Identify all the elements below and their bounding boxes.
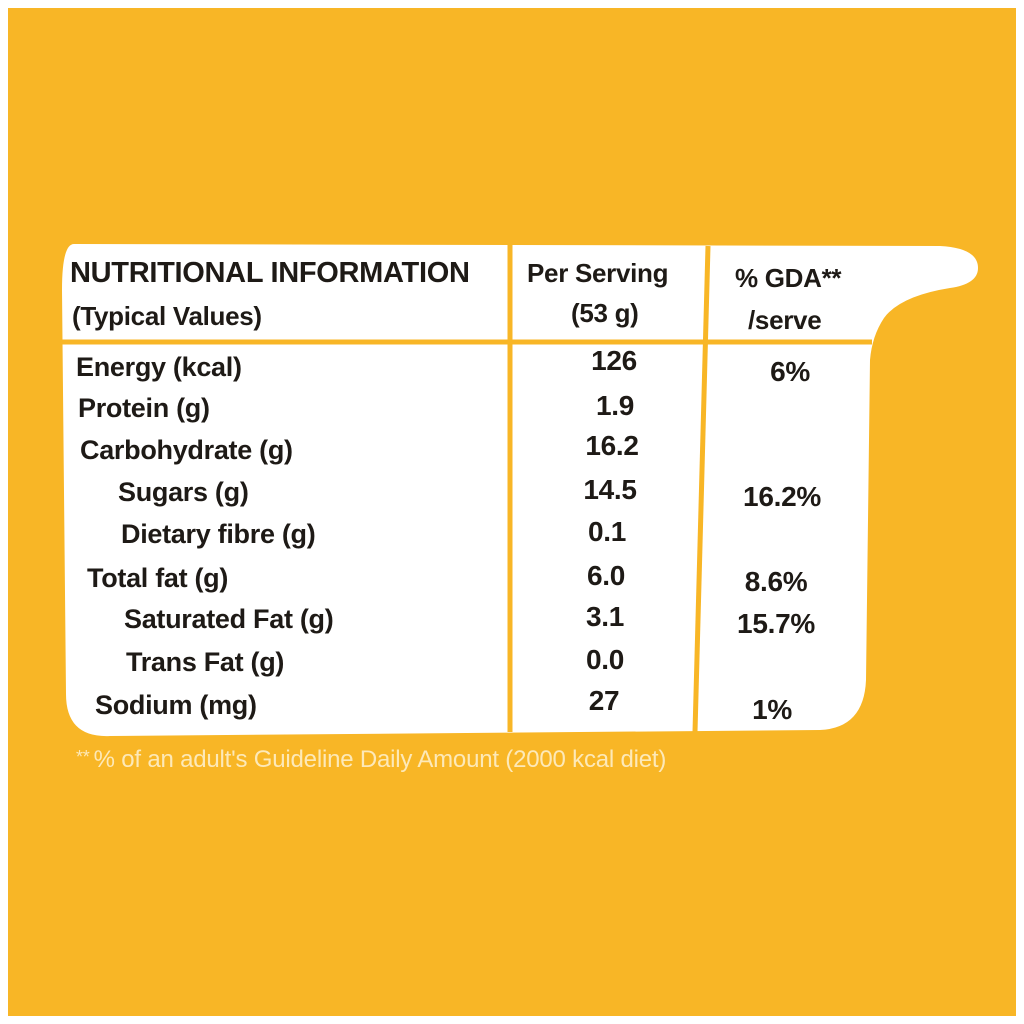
row-gda-total-fat: 8.6%	[744, 566, 808, 597]
column-divider-2	[692, 245, 711, 733]
row-gda-saturated-fat: 15.7%	[737, 608, 815, 639]
row-value-protein: 1.9	[595, 390, 635, 421]
table-subtitle: (Typical Values)	[72, 301, 262, 331]
footnote-marker: **	[76, 747, 90, 767]
gda-per-serve: /serve	[748, 305, 822, 335]
per-serving-weight: (53 g)	[571, 298, 639, 328]
row-value-sugars: 14.5	[583, 474, 637, 505]
table-outline	[62, 244, 978, 737]
row-label-protein: Protein (g)	[78, 393, 210, 423]
row-label-dietary-fibre: Dietary fibre (g)	[121, 519, 316, 549]
per-serving-header: Per Serving	[527, 258, 669, 288]
row-value-carbohydrate: 16.2	[585, 430, 639, 461]
row-label-sodium: Sodium (mg)	[95, 690, 257, 720]
row-value-energy: 126	[591, 345, 637, 376]
row-label-sugars: Sugars (g)	[118, 477, 249, 507]
row-label-carbohydrate: Carbohydrate (g)	[80, 435, 293, 465]
row-value-dietary-fibre: 0.1	[587, 516, 627, 547]
row-gda-energy: 6%	[770, 356, 810, 387]
row-gda-sodium: 1%	[752, 694, 792, 725]
gda-header: % GDA**	[735, 263, 842, 293]
row-gda-sugars: 16.2%	[743, 481, 821, 512]
table-title: NUTRITIONAL INFORMATION	[70, 257, 470, 289]
row-label-saturated-fat: Saturated Fat (g)	[124, 604, 334, 634]
row-value-sodium: 27	[588, 685, 620, 716]
row-label-energy: Energy (kcal)	[76, 352, 242, 382]
row-value-trans-fat: 0.0	[585, 644, 625, 675]
row-label-trans-fat: Trans Fat (g)	[126, 647, 285, 677]
row-value-saturated-fat: 3.1	[585, 601, 625, 632]
row-label-total-fat: Total fat (g)	[87, 563, 229, 593]
row-value-total-fat: 6.0	[586, 560, 626, 591]
gda-footnote: **% of an adult's Guideline Daily Amount…	[76, 746, 666, 774]
footnote-text: % of an adult's Guideline Daily Amount (…	[93, 746, 667, 773]
